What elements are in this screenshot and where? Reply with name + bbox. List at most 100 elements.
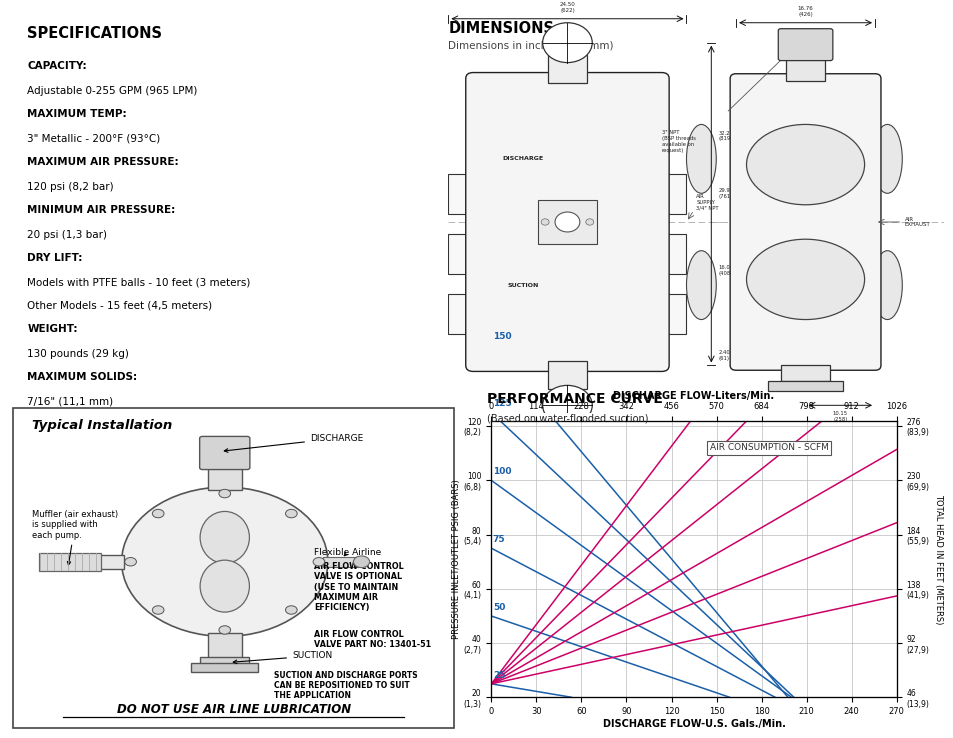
Text: 125: 125 [493,399,511,408]
Bar [191,663,258,672]
Text: DO NOT USE AIR LINE LUBRICATION: DO NOT USE AIR LINE LUBRICATION [116,703,351,716]
Text: FLUID INLET/DISCHARGE:: FLUID INLET/DISCHARGE: [28,491,174,501]
Text: AIR FLOW CONTROL
VALVE IS OPTIONAL
(USE TO MAINTAIN
MAXIMUM AIR
EFFICIENCY): AIR FLOW CONTROL VALVE IS OPTIONAL (USE … [314,562,404,613]
Text: 50: 50 [493,603,505,612]
Bar [448,294,473,334]
Ellipse shape [200,511,249,563]
Text: 25: 25 [493,671,505,680]
Text: SUCTION: SUCTION [233,652,332,663]
Text: DIMENSIONS: DIMENSIONS [448,21,554,35]
Text: Muffler (air exhaust)
is supplied with
each pump.: Muffler (air exhaust) is supplied with e… [31,510,118,565]
Ellipse shape [686,125,716,193]
Circle shape [285,606,297,614]
FancyBboxPatch shape [465,72,668,371]
Text: 24.50
(622): 24.50 (622) [559,2,575,13]
Text: 32.25
(819): 32.25 (819) [718,131,733,141]
Text: CAPACITY:: CAPACITY: [28,61,87,71]
Y-axis label: TOTAL HEAD IN FEET (METERS): TOTAL HEAD IN FEET (METERS) [933,494,942,624]
Text: DISCHARGE: DISCHARGE [224,434,363,452]
X-axis label: DISCHARGE FLOW-U.S. Gals./Min.: DISCHARGE FLOW-U.S. Gals./Min. [602,719,784,729]
Text: AIR
SUPPLY
3/4" NPT: AIR SUPPLY 3/4" NPT [696,194,719,210]
Text: Adjustable 0-255 GPM (965 LPM): Adjustable 0-255 GPM (965 LPM) [28,86,197,96]
Circle shape [218,626,231,634]
Text: 2.40
(61): 2.40 (61) [718,350,730,361]
Text: 120 psi (8,2 bar): 120 psi (8,2 bar) [28,182,114,192]
Text: Typical Installation: Typical Installation [31,419,172,432]
Text: 3" NPT Female: 3" NPT Female [28,516,103,526]
Text: Dimensions in inches and (mm): Dimensions in inches and (mm) [448,41,613,51]
Text: SUCTION: SUCTION [507,283,537,288]
Text: AIR FLOW CONTROL
VALVE PART NO: 13401-51: AIR FLOW CONTROL VALVE PART NO: 13401-51 [314,630,431,649]
Bar [767,382,841,391]
Bar [661,174,686,214]
Text: 7/16" (11,1 mm): 7/16" (11,1 mm) [28,396,113,407]
Circle shape [542,385,592,425]
X-axis label: DISCHARGE FLOW-Liters/Min.: DISCHARGE FLOW-Liters/Min. [613,391,774,401]
Text: 100: 100 [493,467,511,476]
Bar [537,200,597,244]
Y-axis label: PRESSURE INLET/OUTLET PSIG (BARS): PRESSURE INLET/OUTLET PSIG (BARS) [451,479,460,639]
Text: 11.18
(284): 11.18 (284) [797,427,812,438]
Bar [547,55,587,83]
Text: 10.15
(258): 10.15 (258) [832,411,847,422]
FancyBboxPatch shape [199,436,250,469]
Text: 130 pounds (29 kg): 130 pounds (29 kg) [28,348,130,359]
Text: MAXIMUM TEMP:: MAXIMUM TEMP: [28,109,127,119]
Ellipse shape [746,239,863,320]
FancyBboxPatch shape [778,29,832,61]
Text: AIR SUPPLY:: AIR SUPPLY: [28,420,98,430]
Circle shape [540,218,549,225]
Text: BSP Available: BSP Available [28,539,98,549]
Ellipse shape [872,251,902,320]
Bar [39,553,100,571]
Bar [780,365,829,382]
Bar [200,657,249,664]
Text: SPECIFICATIONS: SPECIFICATIONS [28,26,162,41]
Ellipse shape [746,125,863,204]
Bar [547,362,587,390]
Bar [208,633,241,658]
Text: MAXIMUM SOLIDS:: MAXIMUM SOLIDS: [28,372,137,382]
Text: MAXIMUM AIR PRESSURE:: MAXIMUM AIR PRESSURE: [28,156,179,167]
Text: Inlet - 3/4" NPT Female (BSP compatible): Inlet - 3/4" NPT Female (BSP compatible) [28,444,239,455]
Text: DRY LIFT:: DRY LIFT: [28,252,83,263]
Text: 10.14
(258): 10.14 (258) [512,451,527,462]
Circle shape [313,557,324,566]
Circle shape [285,509,297,518]
Bar [661,294,686,334]
Text: 20 psi (1,3 bar): 20 psi (1,3 bar) [28,230,108,240]
Text: 29.97
(761): 29.97 (761) [718,188,733,199]
Bar [661,234,686,274]
Circle shape [152,606,164,614]
Text: Other Models - 15 feet (4,5 meters): Other Models - 15 feet (4,5 meters) [28,300,213,311]
Text: 16.06
(408): 16.06 (408) [718,266,733,276]
Text: Flexible Airline: Flexible Airline [314,548,381,556]
Circle shape [218,489,231,498]
Text: (Based on water-flooded suction): (Based on water-flooded suction) [486,413,647,424]
Ellipse shape [200,560,249,612]
Circle shape [152,509,164,518]
Text: Models with PTFE balls - 10 feet (3 meters): Models with PTFE balls - 10 feet (3 mete… [28,277,251,288]
Text: AIR
EXHAUST: AIR EXHAUST [903,216,929,227]
Text: 3" NPT
(BSP threads
available on
request): 3" NPT (BSP threads available on request… [661,130,695,153]
Bar [99,555,124,569]
Bar [448,174,473,214]
Text: DISCHARGE: DISCHARGE [501,156,543,162]
Text: Outlet - 3/4" NPT Female: Outlet - 3/4" NPT Female [28,468,155,478]
Text: WEIGHT:: WEIGHT: [28,324,78,334]
Text: 150: 150 [493,331,511,341]
FancyBboxPatch shape [729,74,880,370]
Text: 3" Metallic - 200°F (93°C): 3" Metallic - 200°F (93°C) [28,134,160,144]
Circle shape [585,218,593,225]
Text: 5.07
(129): 5.07 (129) [493,435,507,446]
Ellipse shape [686,251,716,320]
Text: MINIMUM AIR PRESSURE:: MINIMUM AIR PRESSURE: [28,204,175,215]
Text: PERFORMANCE CURVE: PERFORMANCE CURVE [486,392,661,406]
Ellipse shape [872,125,902,193]
Circle shape [542,23,592,63]
Bar [785,57,824,80]
Circle shape [125,557,136,566]
Bar [208,466,241,490]
Text: AIR CONSUMPTION - SCFM: AIR CONSUMPTION - SCFM [709,444,828,452]
Text: SUCTION AND DISCHARGE PORTS
CAN BE REPOSITIONED TO SUIT
THE APPLICATION: SUCTION AND DISCHARGE PORTS CAN BE REPOS… [274,671,417,700]
